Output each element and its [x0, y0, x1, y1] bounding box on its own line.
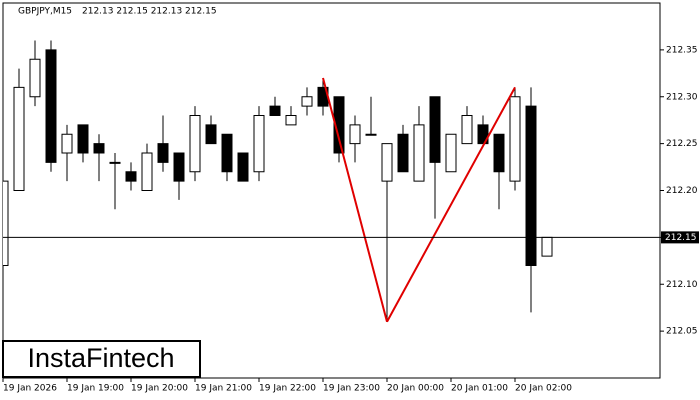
- y-tick-label: 212.30: [666, 92, 698, 102]
- candle-body: [493, 133, 505, 173]
- candle-body: [29, 58, 41, 98]
- candle-body: [477, 124, 489, 145]
- candle-body: [349, 124, 361, 145]
- candle-body: [189, 115, 201, 173]
- ohlc: 212.13 212.15 212.13 212.15: [82, 7, 217, 17]
- symbol: GBPJPY,M15: [18, 7, 72, 17]
- y-tick-label: 212.25: [666, 139, 698, 149]
- candle-body: [221, 133, 233, 173]
- x-tick-label: 19 Jan 23:00: [323, 384, 380, 394]
- candle-body: [397, 133, 409, 173]
- pattern-line: [386, 86, 516, 323]
- candle-body: [157, 143, 169, 163]
- candle-body: [125, 171, 137, 182]
- current-price-box: [661, 231, 699, 244]
- y-tick-label: 212.20: [666, 186, 698, 196]
- x-tick-label: 19 Jan 21:00: [195, 384, 252, 394]
- pattern-line: [322, 77, 388, 323]
- y-tick-label: 212.05: [666, 327, 698, 337]
- plot-area: [3, 40, 553, 323]
- candle-body: [93, 143, 105, 154]
- candle-body: [173, 152, 185, 182]
- x-tick-label: 20 Jan 02:00: [515, 384, 572, 394]
- candle-body: [461, 115, 473, 145]
- candle-body: [45, 49, 57, 163]
- candle-body: [333, 96, 345, 154]
- logo-box: [2, 340, 201, 378]
- candle-body: [3, 180, 9, 266]
- candle-body: [525, 105, 537, 266]
- x-tick-label: 19 Jan 19:00: [67, 384, 124, 394]
- candle-body: [253, 115, 265, 173]
- x-tick-label: 20 Jan 01:00: [451, 384, 508, 394]
- x-tick-label: 19 Jan 20:00: [131, 384, 188, 394]
- candle-body: [445, 133, 457, 173]
- candle-body: [429, 96, 441, 163]
- candle-body: [77, 124, 89, 154]
- candle-body: [509, 96, 521, 182]
- candle-body: [541, 236, 553, 257]
- candle-body: [141, 152, 153, 191]
- candle-body: [413, 124, 425, 182]
- candle-body: [61, 133, 73, 154]
- x-tick-label: 19 Jan 2026: [3, 384, 57, 394]
- x-tick-label: 19 Jan 22:00: [259, 384, 316, 394]
- y-tick-label: 212.10: [666, 280, 698, 290]
- candle-body: [269, 105, 281, 116]
- plot-frame: [2, 2, 661, 379]
- y-tick-label: 212.35: [666, 45, 698, 55]
- candle-body: [381, 143, 393, 182]
- x-tick-label: 20 Jan 00:00: [387, 384, 444, 394]
- logo: InstaFintech: [27, 343, 174, 373]
- candle-body: [365, 133, 377, 136]
- candle-body: [285, 115, 297, 126]
- candle-body: [237, 152, 249, 182]
- candle-body: [109, 161, 121, 164]
- candle-body: [301, 96, 313, 107]
- current-price-label: 212.15: [665, 233, 697, 243]
- candle-body: [13, 86, 25, 191]
- candle-body: [205, 124, 217, 145]
